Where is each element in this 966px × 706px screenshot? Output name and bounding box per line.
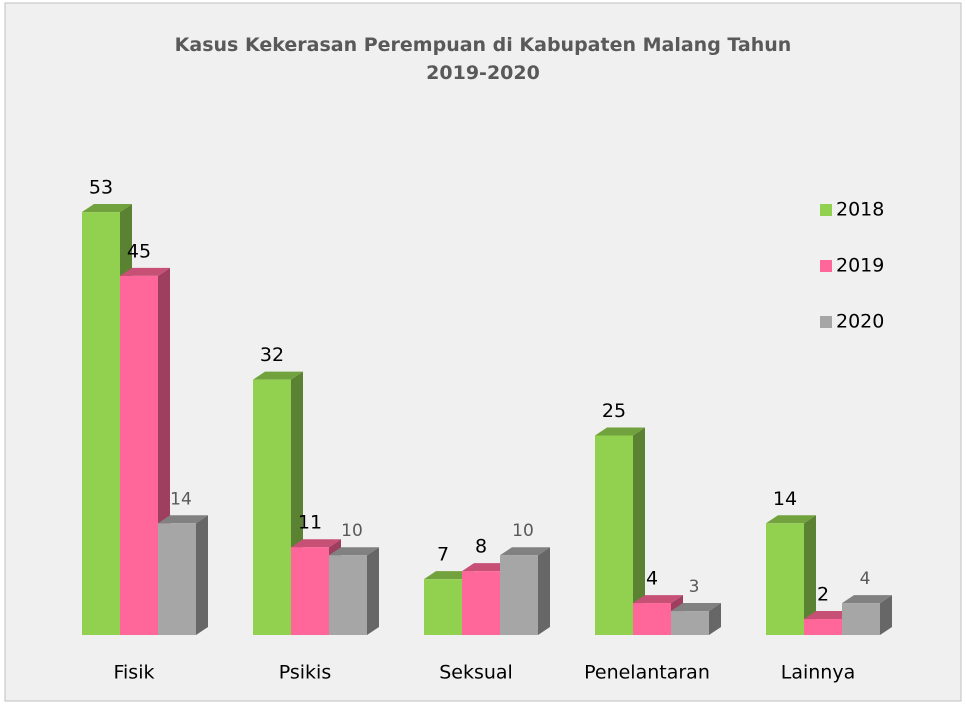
bar-side — [633, 427, 645, 635]
bar-top — [671, 603, 721, 612]
data-label: 53 — [89, 177, 113, 199]
bar-side — [880, 595, 892, 635]
legend-label: 2020 — [836, 311, 884, 333]
bar-top — [842, 595, 892, 604]
bar-side — [538, 547, 550, 635]
data-label: 3 — [689, 577, 700, 597]
legend-swatch — [820, 204, 832, 216]
bar — [120, 275, 158, 635]
legend-label: 2018 — [836, 199, 884, 221]
data-label: 4 — [860, 569, 871, 589]
data-label: 2 — [817, 584, 829, 606]
bar-side — [367, 547, 379, 635]
x-tick-label: Fisik — [113, 662, 154, 684]
bar — [253, 379, 291, 635]
x-tick-label: Seksual — [439, 662, 513, 684]
data-label: 10 — [341, 521, 363, 541]
bar-top — [82, 204, 132, 213]
data-label: 14 — [170, 489, 192, 509]
bar — [291, 547, 329, 635]
bar — [633, 603, 671, 635]
bar-top — [158, 515, 208, 524]
bar — [329, 555, 367, 635]
data-label: 11 — [298, 512, 322, 534]
bar — [671, 611, 709, 635]
bar — [500, 555, 538, 635]
data-label: 10 — [512, 521, 534, 541]
bar — [158, 523, 196, 635]
data-label: 8 — [475, 536, 487, 558]
legend-swatch — [820, 316, 832, 328]
bar-top — [120, 267, 170, 276]
bar — [804, 619, 842, 635]
chart-title: Kasus Kekerasan Perempuan di Kabupaten M… — [175, 34, 792, 84]
bar-top — [500, 547, 550, 556]
bar-top — [804, 611, 854, 620]
bar-top — [291, 539, 341, 548]
bar-side — [709, 603, 721, 635]
data-label: 32 — [260, 344, 284, 366]
bar-side — [196, 515, 208, 635]
x-tick-label: Psikis — [279, 662, 331, 684]
bar-top — [633, 595, 683, 604]
bar — [766, 523, 804, 635]
bar — [595, 435, 633, 635]
bar — [842, 603, 880, 635]
data-label: 4 — [646, 568, 658, 590]
data-label: 14 — [773, 488, 797, 510]
legend-swatch — [820, 260, 832, 272]
data-label: 25 — [602, 400, 626, 422]
legend-label: 2019 — [836, 255, 884, 277]
bar — [82, 212, 120, 635]
data-label: 45 — [127, 240, 151, 262]
bar-top — [424, 571, 474, 580]
bar-top — [253, 371, 303, 380]
bar-top — [329, 547, 379, 556]
bar-top — [462, 563, 512, 572]
x-tick-label: Penelantaran — [584, 662, 710, 684]
bar-top — [766, 515, 816, 524]
bar-side — [804, 515, 816, 635]
bar — [424, 579, 462, 635]
data-label: 7 — [437, 544, 449, 566]
bar — [462, 571, 500, 635]
bar-top — [595, 427, 645, 436]
x-tick-label: Lainnya — [781, 662, 855, 684]
